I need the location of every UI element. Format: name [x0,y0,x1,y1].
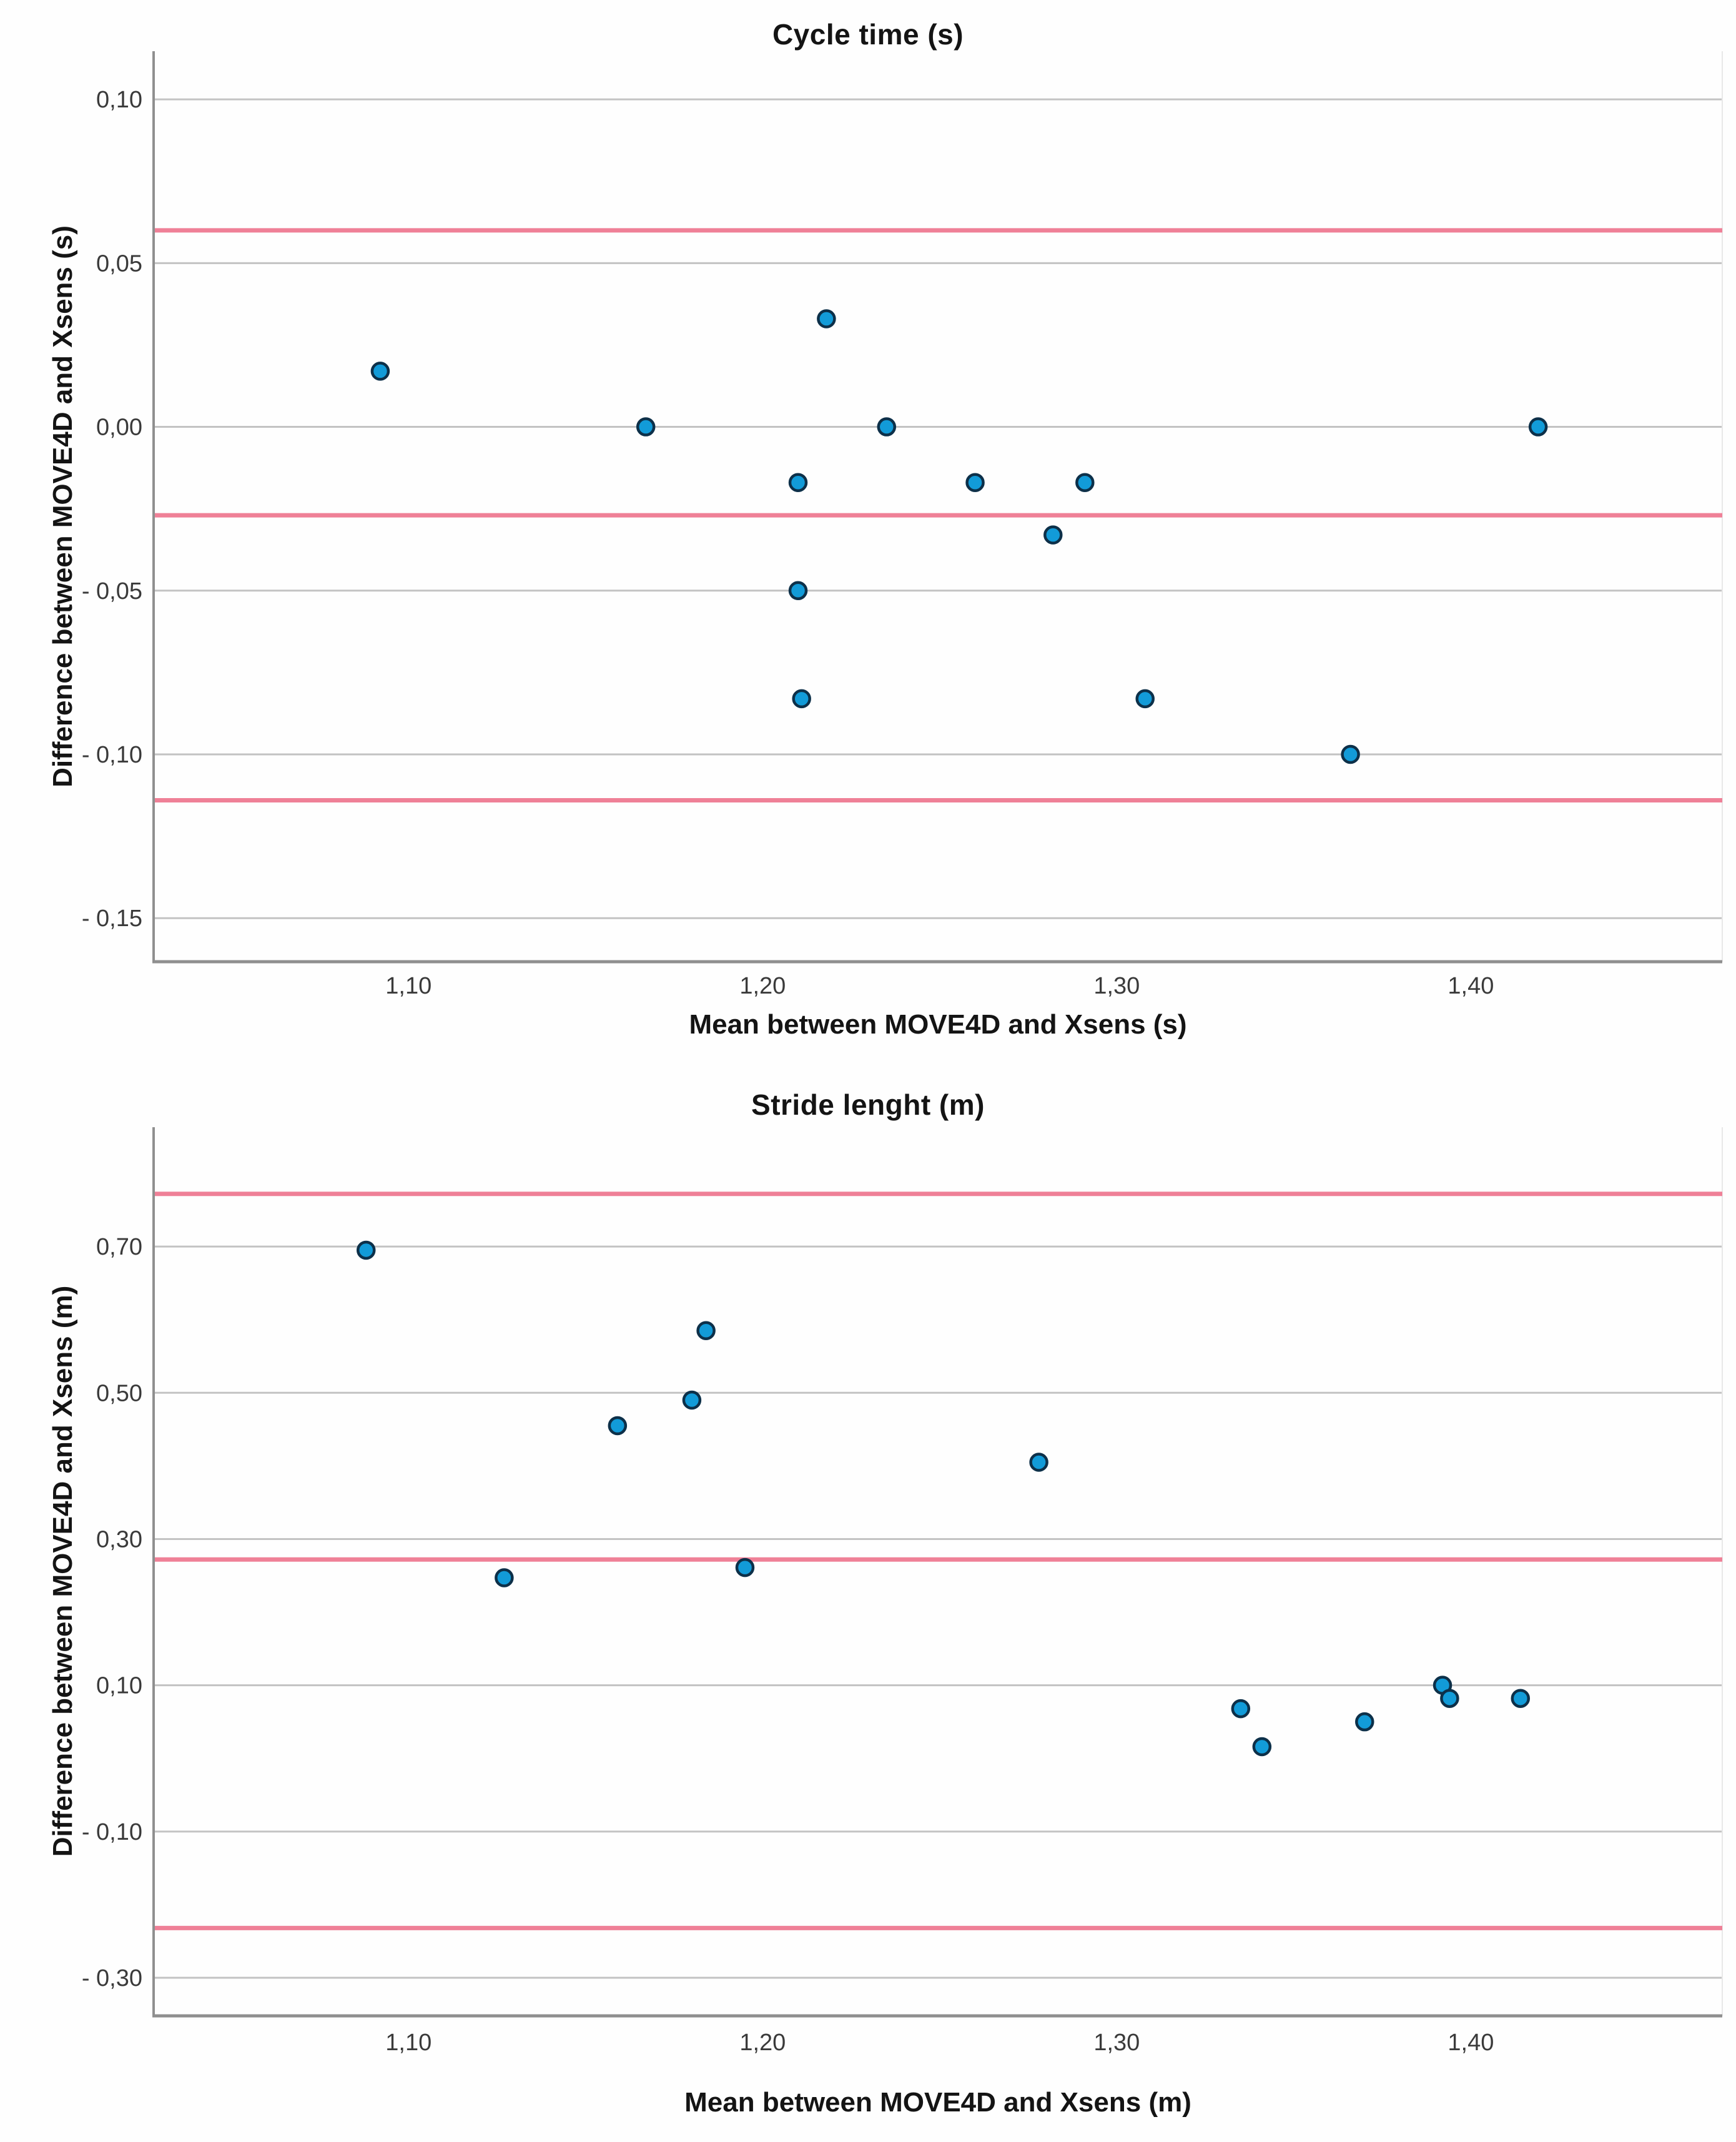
y-tick-label: 0,05 [96,250,142,277]
data-point [356,1240,376,1260]
x-tick-label: 1,40 [1447,973,1494,999]
data-point [1528,417,1548,437]
chart-cycle-time: Cycle time (s) Difference between MOVE4D… [0,0,1736,1062]
data-point [1341,744,1360,764]
x-tick-label: 1,40 [1447,2030,1494,2056]
y-tick-label: 0,50 [96,1380,142,1406]
data-point [1511,1689,1531,1708]
y-tick-label: - 0,15 [82,906,142,932]
chart-title: Stride lenght (m) [751,1088,985,1121]
y-tick-label: 0,10 [96,87,142,113]
data-point [608,1416,628,1436]
data-point [792,689,811,709]
data-point [696,1321,716,1340]
x-axis-label: Mean between MOVE4D and Xsens (m) [684,2087,1191,2118]
data-point [1135,689,1155,709]
plot-area-stride-length: 0,70 0,50 0,30 0,10 - 0,10 - 0,30 1,10 1,20 1,30… [82,1127,1723,2056]
data-point [1043,525,1063,545]
y-tick-label: 0,30 [96,1526,142,1552]
y-tick-label: - 0,30 [82,1965,142,1991]
data-point [682,1390,702,1410]
data-point [1029,1453,1048,1472]
data-point [965,473,985,492]
x-tick-label: 1,10 [385,2030,432,2056]
x-tick-label: 1,30 [1093,973,1140,999]
data-point [1440,1689,1459,1708]
data-point [788,581,808,601]
data-point [370,362,390,381]
x-axis-label: Mean between MOVE4D and Xsens (s) [689,1009,1187,1040]
data-point [877,417,897,437]
x-tick-label: 1,20 [739,973,786,999]
y-tick-label: - 0,05 [82,578,142,605]
y-tick-label: 0,10 [96,1673,142,1699]
x-tick-label: 1,20 [739,2030,786,2056]
data-point [636,417,656,437]
data-point [1231,1699,1251,1719]
y-tick-label: 0,70 [96,1234,142,1260]
y-tick-label: 0,00 [96,415,142,441]
plot-area-cycle-time: 0,10 0,05 0,00 - 0,05 - 0,10 - 0,15 1,10 1,20 1,… [82,51,1723,999]
data-point [788,473,808,492]
chart-title: Cycle time (s) [772,18,964,51]
chart-stride-length: Stride lenght (m) Difference between MOV… [0,1062,1736,2142]
x-tick-label: 1,10 [385,973,432,999]
data-point [1355,1712,1374,1732]
x-tick-label: 1,30 [1093,2030,1140,2056]
data-point [1252,1737,1272,1757]
data-point [1075,473,1095,492]
y-tick-label: - 0,10 [82,742,142,768]
y-tick-label: - 0,10 [82,1819,142,1845]
data-point [495,1568,514,1587]
data-point [735,1557,755,1577]
data-point [817,309,836,328]
